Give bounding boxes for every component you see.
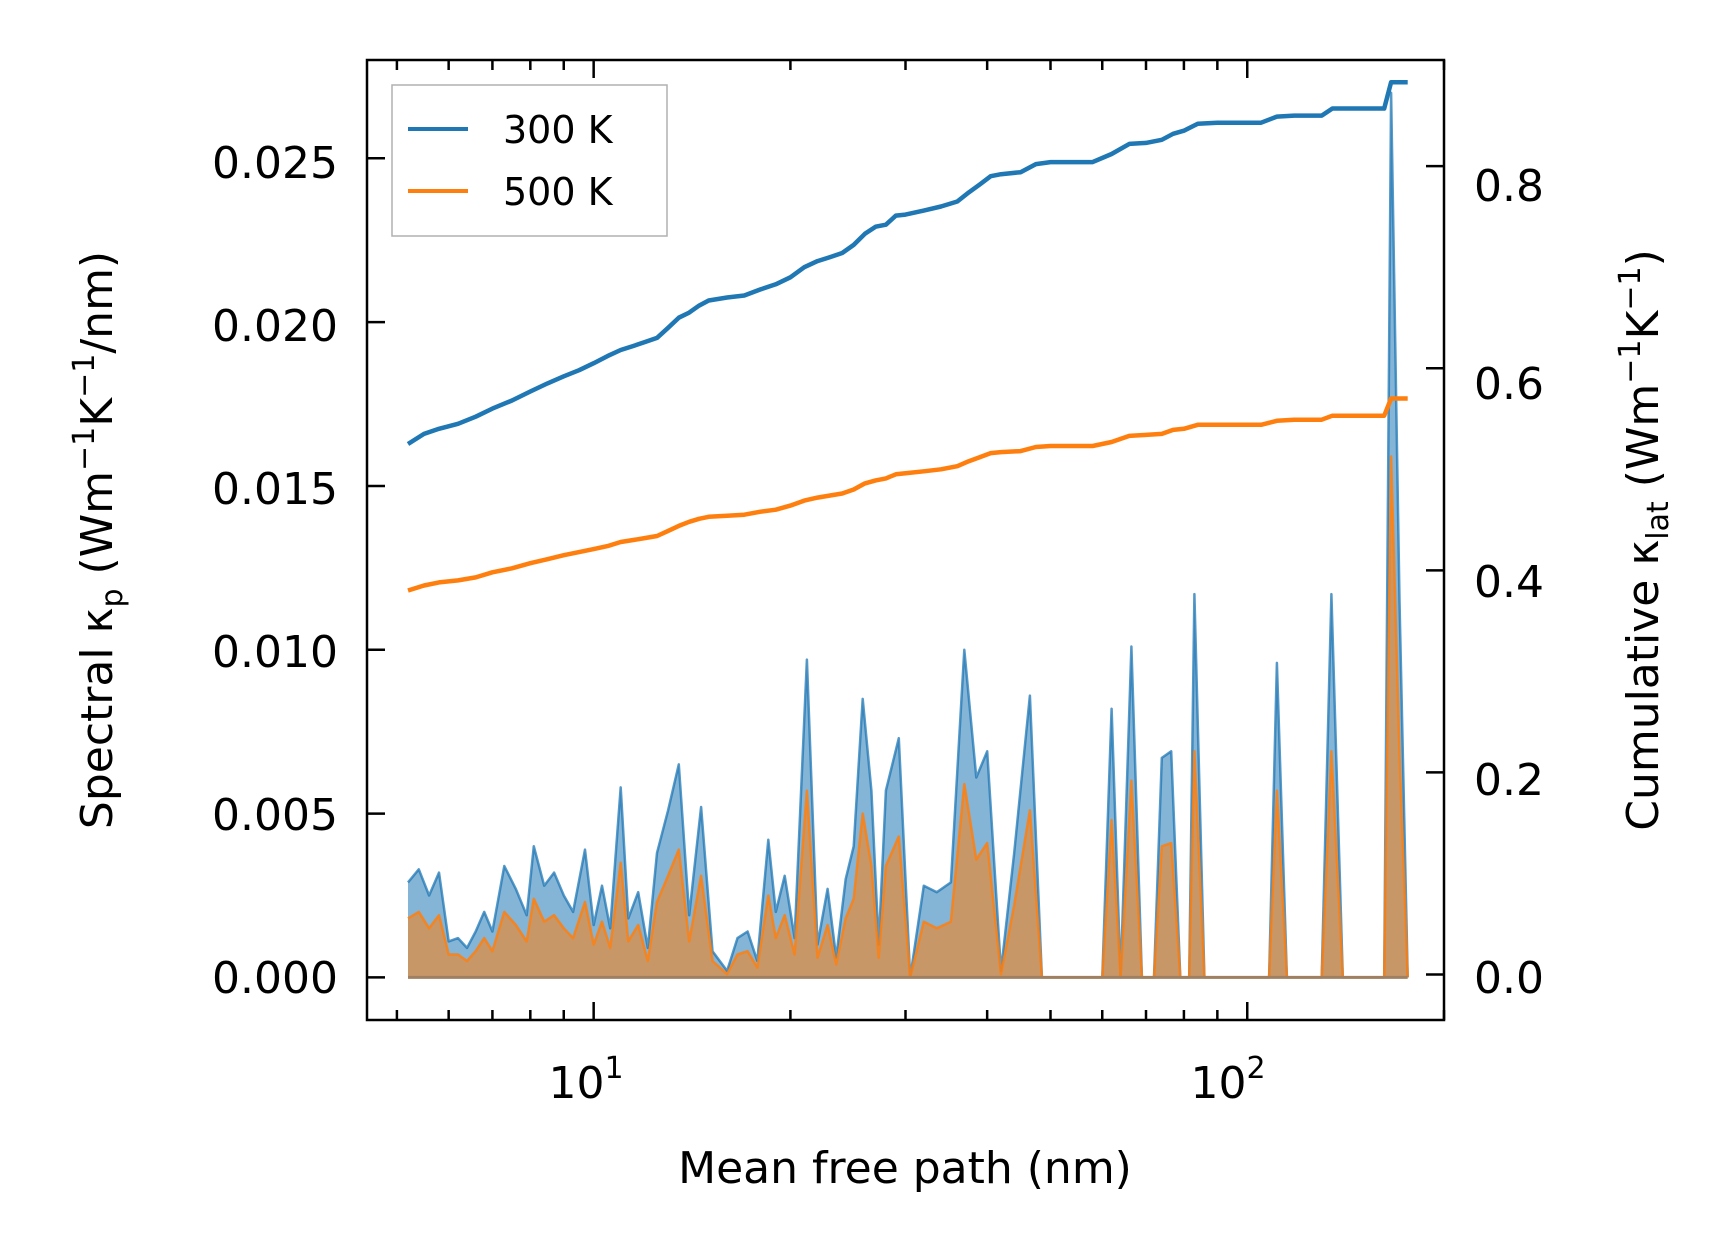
spectral-area-300k-edge [407, 91, 1409, 979]
left-tick-label-4: 0.020 [212, 301, 338, 352]
cumulative-line-300k [406, 79, 1408, 446]
left-tick-label-5: 0.025 [212, 138, 338, 189]
spectral-area-500k-edge [407, 455, 1409, 979]
left-tick-label-3: 0.015 [212, 464, 338, 515]
spectral-area-500k [408, 456, 1408, 978]
left-tick-label-1: 0.005 [212, 790, 338, 841]
right-tick-label-4: 0.8 [1474, 161, 1544, 212]
right-tick-label-1: 0.2 [1474, 755, 1544, 806]
legend: 300 K 500 K [391, 84, 668, 237]
spectral-area-300k [408, 92, 1408, 978]
cumulative-line-500k [407, 396, 1408, 593]
legend-box [391, 84, 668, 237]
left-axis-title: Spectral κp (Wm−1K−1/nm) [67, 251, 130, 829]
legend-label-500k: 500 K [503, 170, 614, 214]
x-tick-label-100: 102 [1190, 1051, 1265, 1109]
right-tick-label-3: 0.6 [1474, 359, 1544, 410]
spectral-fill-layer [407, 91, 1409, 979]
left-tick-label-0: 0.000 [212, 953, 338, 1004]
x-axis-title: Mean free path (nm) [678, 1143, 1132, 1194]
right-tick-label-2: 0.4 [1474, 557, 1544, 608]
right-tick-label-0: 0.0 [1474, 953, 1544, 1004]
right-axis-title: Cumulative κlat (Wm−1K−1) [1613, 249, 1676, 831]
cumulative-line-layer [406, 79, 1408, 593]
left-tick-label-2: 0.010 [212, 627, 338, 678]
x-tick-label-10: 101 [548, 1051, 623, 1109]
axis-ticks [367, 60, 1446, 1020]
legend-label-300k: 300 K [503, 108, 614, 152]
